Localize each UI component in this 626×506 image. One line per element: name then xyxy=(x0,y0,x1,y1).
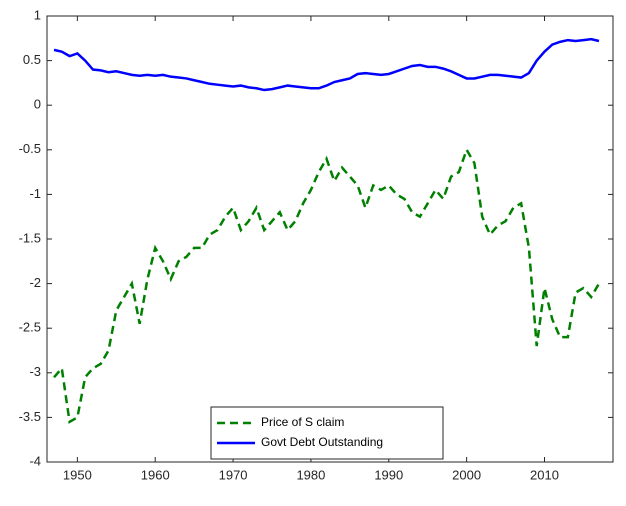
y-tick-label: 1 xyxy=(34,7,41,22)
y-tick-label: -1.5 xyxy=(19,230,41,245)
y-tick-label: -0.5 xyxy=(19,141,41,156)
x-tick-label: 2010 xyxy=(530,467,559,482)
data-line xyxy=(53,146,601,424)
x-tick-label: 1970 xyxy=(219,467,248,482)
y-tick-label: -2 xyxy=(29,275,41,290)
x-tick-label: 1950 xyxy=(63,467,92,482)
y-tick-label: -3.5 xyxy=(19,409,41,424)
x-tick-label: 1960 xyxy=(141,467,170,482)
legend-box xyxy=(210,406,444,460)
legend: Price of S claim Govt Debt Outstanding xyxy=(210,406,444,460)
data-line xyxy=(53,37,600,92)
y-tick-label: -4 xyxy=(29,453,41,468)
y-tick-label: 0 xyxy=(34,97,41,112)
y-tick-label: -1 xyxy=(29,186,41,201)
y-tick-label: -3 xyxy=(29,364,41,379)
y-tick-label: -2.5 xyxy=(19,320,41,335)
legend-label: Price of S claim xyxy=(261,415,344,429)
x-tick-label: 1990 xyxy=(374,467,403,482)
y-tick-label: 0.5 xyxy=(23,52,41,67)
plot-area xyxy=(46,15,614,463)
x-tick-label: 1980 xyxy=(296,467,325,482)
x-tick-label: 2000 xyxy=(452,467,481,482)
legend-label: Govt Debt Outstanding xyxy=(261,435,383,449)
